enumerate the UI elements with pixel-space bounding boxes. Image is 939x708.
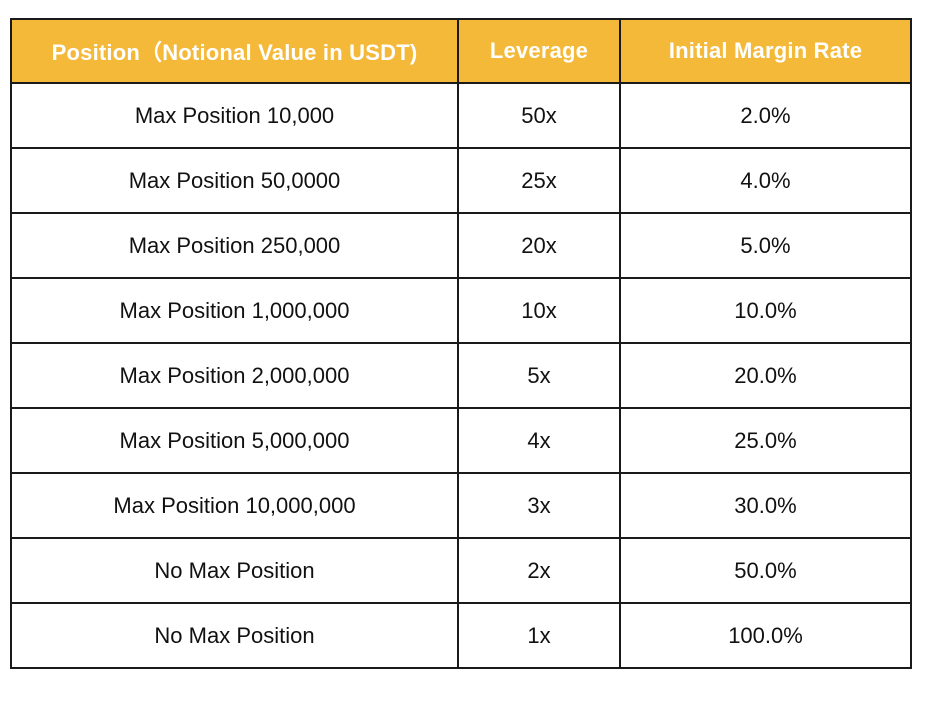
cell-leverage: 5x [457, 342, 621, 409]
header-leverage: Leverage [457, 18, 621, 84]
cell-position: No Max Position [10, 602, 459, 669]
cell-margin-rate: 100.0% [619, 602, 912, 669]
header-position: Position（Notional Value in USDT) [10, 18, 459, 84]
leverage-tier-table-container: Position（Notional Value in USDT) Leverag… [10, 18, 912, 669]
cell-margin-rate: 10.0% [619, 277, 912, 344]
cell-leverage: 3x [457, 472, 621, 539]
table-row: Max Position 5,000,000 4x 25.0% [10, 407, 912, 474]
cell-leverage: 10x [457, 277, 621, 344]
table-row: Max Position 2,000,000 5x 20.0% [10, 342, 912, 409]
cell-leverage: 1x [457, 602, 621, 669]
cell-leverage: 25x [457, 147, 621, 214]
table-row: No Max Position 2x 50.0% [10, 537, 912, 604]
cell-position: Max Position 250,000 [10, 212, 459, 279]
cell-margin-rate: 5.0% [619, 212, 912, 279]
cell-position: Max Position 1,000,000 [10, 277, 459, 344]
leverage-tier-table: Position（Notional Value in USDT) Leverag… [10, 18, 912, 669]
table-row: No Max Position 1x 100.0% [10, 602, 912, 669]
table-header: Position（Notional Value in USDT) Leverag… [10, 18, 912, 84]
cell-margin-rate: 50.0% [619, 537, 912, 604]
cell-margin-rate: 30.0% [619, 472, 912, 539]
header-initial-margin-rate: Initial Margin Rate [619, 18, 912, 84]
cell-position: Max Position 10,000 [10, 82, 459, 149]
cell-margin-rate: 2.0% [619, 82, 912, 149]
cell-leverage: 2x [457, 537, 621, 604]
table-row: Max Position 50,0000 25x 4.0% [10, 147, 912, 214]
cell-leverage: 20x [457, 212, 621, 279]
cell-position: Max Position 2,000,000 [10, 342, 459, 409]
table-row: Max Position 10,000,000 3x 30.0% [10, 472, 912, 539]
cell-margin-rate: 25.0% [619, 407, 912, 474]
table-body: Max Position 10,000 50x 2.0% Max Positio… [10, 82, 912, 669]
cell-margin-rate: 4.0% [619, 147, 912, 214]
cell-leverage: 4x [457, 407, 621, 474]
cell-position: No Max Position [10, 537, 459, 604]
cell-position: Max Position 50,0000 [10, 147, 459, 214]
cell-position: Max Position 5,000,000 [10, 407, 459, 474]
table-row: Max Position 250,000 20x 5.0% [10, 212, 912, 279]
table-row: Max Position 10,000 50x 2.0% [10, 82, 912, 149]
cell-leverage: 50x [457, 82, 621, 149]
cell-margin-rate: 20.0% [619, 342, 912, 409]
table-row: Max Position 1,000,000 10x 10.0% [10, 277, 912, 344]
cell-position: Max Position 10,000,000 [10, 472, 459, 539]
header-row: Position（Notional Value in USDT) Leverag… [10, 18, 912, 84]
